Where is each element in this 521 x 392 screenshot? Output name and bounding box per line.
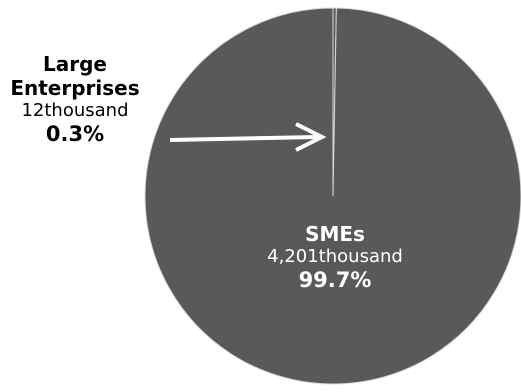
pie-slices [144, 7, 521, 385]
smes-percent: 99.7% [298, 267, 372, 292]
pie-slice-smes [144, 7, 521, 385]
large-enterprises-percent: 0.3% [45, 121, 105, 146]
large-enterprises-name-line2: Enterprises [10, 76, 140, 100]
large-enterprises-value: 12thousand [21, 100, 129, 121]
data-label-smes: SMEs 4,201thousand 99.7% [245, 222, 425, 293]
smes-name: SMEs [305, 222, 365, 246]
pointer-arrow [169, 122, 327, 152]
smes-value: 4,201thousand [267, 246, 403, 267]
data-label-large-enterprises: Large Enterprises 12thousand 0.3% [0, 52, 150, 147]
large-enterprises-name-line1: Large [43, 52, 107, 76]
